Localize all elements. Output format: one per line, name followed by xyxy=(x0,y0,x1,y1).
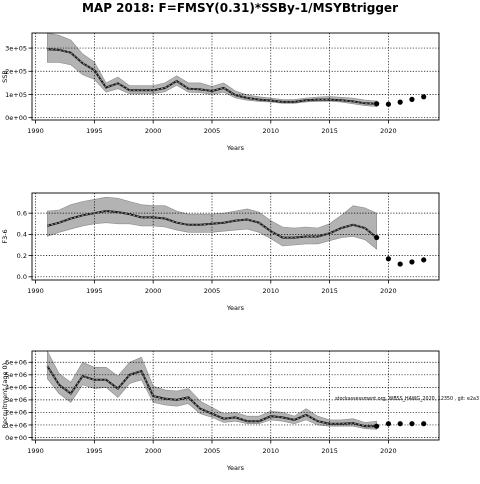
last-year-point xyxy=(374,101,380,107)
x-tick-label: 2015 xyxy=(321,447,338,455)
confidence-band xyxy=(47,350,377,430)
x-tick-label: 2020 xyxy=(380,287,397,295)
x-tick-label: 1995 xyxy=(86,287,103,295)
projection-point xyxy=(421,257,427,263)
x-tick-label: 2020 xyxy=(380,447,397,455)
x-tick-label: 1995 xyxy=(86,127,103,135)
x-tick-label: 2000 xyxy=(145,447,162,455)
x-tick-label: 1995 xyxy=(86,447,103,455)
y-tick-label: 0.2 xyxy=(17,252,27,260)
plot-frame xyxy=(31,350,440,441)
median-line-dash xyxy=(47,210,377,239)
x-tick-label: 2000 xyxy=(145,127,162,135)
last-year-point xyxy=(374,234,380,241)
y-tick-label: 5e+06 xyxy=(5,371,27,379)
x-tick-label: 2020 xyxy=(380,127,397,135)
x-tick-label: 2015 xyxy=(321,287,338,295)
y-tick-label: 1e+06 xyxy=(5,421,27,429)
y-axis-label: Recruitment (age 0) xyxy=(1,363,9,428)
projection-point xyxy=(397,99,403,105)
projection-point xyxy=(385,256,392,262)
x-tick-label: 2005 xyxy=(204,287,221,295)
x-tick-label: 2010 xyxy=(263,287,280,295)
plot-frame xyxy=(31,32,440,121)
y-tick-label: 0e+00 xyxy=(5,114,27,122)
y-tick-label: 0.6 xyxy=(17,209,27,217)
x-tick-label: 2015 xyxy=(321,127,338,135)
x-tick-label: 2010 xyxy=(263,127,280,135)
x-tick-label: 2005 xyxy=(204,447,221,455)
y-tick-label: 3e+05 xyxy=(5,44,27,52)
chart-panel-2: 1990 1995 2000 2005 2010 2015 2020 0.0 0.2 0.4 0.6… xyxy=(1,192,440,312)
median-line xyxy=(46,365,377,428)
projection-point xyxy=(397,261,403,267)
annotation-text: stockassessment.org, WBSS_HAWG_2020, 123… xyxy=(335,396,479,402)
x-tick-label: 2000 xyxy=(145,287,162,295)
x-tick-label: 1990 xyxy=(27,127,44,135)
chart-panel-3: 1990 1995 2000 2005 2010 2015 2020 0e+00 1e+06 2e… xyxy=(1,350,479,472)
x-tick-label: 2010 xyxy=(263,447,280,455)
median-line-dash xyxy=(47,48,377,105)
x-tick-label: 2005 xyxy=(204,127,221,135)
confidence-band xyxy=(47,32,377,107)
y-tick-label: 4e+06 xyxy=(5,384,27,392)
projection-point xyxy=(385,421,392,427)
y-axis-label: F3-6 xyxy=(1,229,9,243)
x-axis-label: Years xyxy=(226,144,245,152)
y-tick-label: 2e+05 xyxy=(5,68,27,76)
x-tick-label: 1990 xyxy=(27,287,44,295)
projection-point xyxy=(409,259,415,265)
x-tick-label: 1990 xyxy=(27,447,44,455)
projection-point xyxy=(409,421,415,427)
y-tick-label: 0.0 xyxy=(17,273,27,281)
y-tick-label: 0e+00 xyxy=(5,434,27,442)
projection-point xyxy=(397,421,403,427)
last-year-point xyxy=(374,423,380,429)
projection-point xyxy=(409,96,415,102)
y-tick-label: 6e+06 xyxy=(5,359,27,367)
y-tick-label: 3e+06 xyxy=(5,396,27,404)
y-tick-label: 2e+06 xyxy=(5,409,27,417)
plot-frame xyxy=(31,192,440,281)
x-axis-label: Years xyxy=(226,464,245,472)
y-tick-label: 0.4 xyxy=(17,231,27,239)
chart-title: MAP 2018: F=FMSY(0.31)*SSBy-1/MSYBtrigge… xyxy=(81,1,398,15)
projection-point xyxy=(421,94,427,100)
chart-panel-1: 1990 1995 2000 2005 2010 2015 2020 0e+00 1e+05 2e… xyxy=(1,32,440,152)
y-axis-label: SSB xyxy=(1,70,9,83)
projection-point xyxy=(421,421,427,427)
y-tick-label: 1e+05 xyxy=(5,91,27,99)
x-axis-label: Years xyxy=(226,304,245,312)
projection-point xyxy=(385,101,392,107)
